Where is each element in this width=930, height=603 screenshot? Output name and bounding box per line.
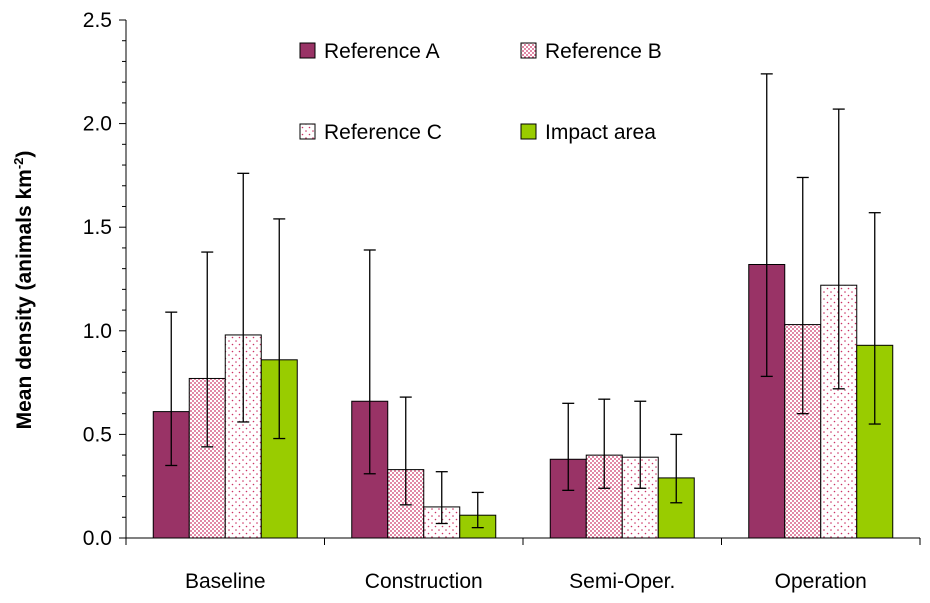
y-tick-label: 0.5	[83, 423, 112, 446]
y-tick-label: 1.0	[83, 320, 112, 343]
x-tick-label: Semi-Oper.	[569, 570, 675, 593]
legend-swatch	[299, 123, 316, 140]
legend-label: Reference C	[324, 121, 442, 144]
legend-swatch	[299, 42, 316, 59]
legend-swatch	[520, 42, 537, 59]
y-axis-label: Mean density (animals km-2)	[11, 151, 36, 430]
y-tick-label: 2.5	[83, 9, 112, 32]
legend-swatch	[520, 123, 537, 140]
axes: 0.0 0.5 1.0 1.5 2.0 2.5 Baseline Construction Se…	[83, 9, 921, 593]
y-tick-label: 0.0	[83, 527, 112, 550]
error-bars	[165, 73, 881, 529]
legend-label: Impact area	[545, 121, 656, 144]
y-tick-label: 1.5	[83, 216, 112, 239]
y-tick-label: 2.0	[83, 113, 112, 136]
x-tick-label: Operation	[775, 570, 867, 593]
x-tick-label: Baseline	[185, 570, 266, 593]
legend-label: Reference A	[324, 40, 440, 63]
bars	[152, 263, 894, 539]
x-tick-label: Construction	[365, 570, 483, 593]
legend: Reference A Reference B Reference C Impact …	[299, 40, 662, 144]
legend-label: Reference B	[545, 40, 662, 63]
